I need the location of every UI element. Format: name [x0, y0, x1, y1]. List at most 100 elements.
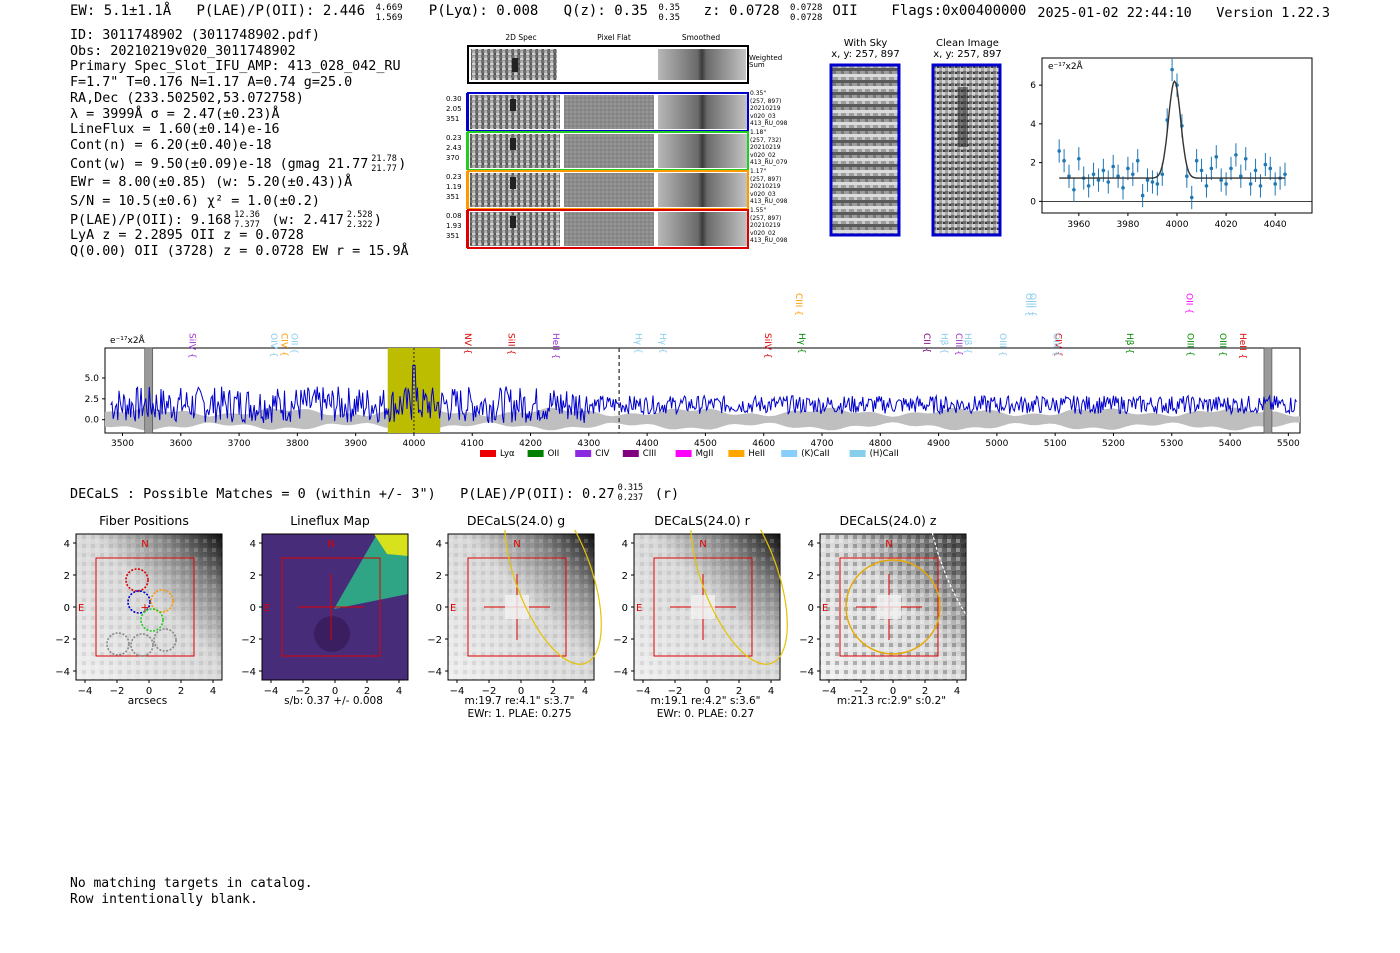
- north-label: N: [141, 539, 148, 550]
- decals-xtick-label: −4: [450, 686, 465, 697]
- decals-xtick-label: 2: [922, 686, 928, 697]
- cutout-panel: 2D Spec Pixel Flat Smoothed: [446, 33, 806, 258]
- spec-legend-label: OII: [548, 449, 560, 459]
- zoom-point: [1253, 168, 1258, 173]
- decals-panel-svg: N E −4 −2 0 2 4 4 2 0 −2 −4: [613, 530, 788, 697]
- spec-line-label: OIII {: [1023, 293, 1033, 317]
- east-label: E: [450, 603, 456, 614]
- spec-line-label: Hγ {: [633, 333, 643, 354]
- zoom-ytick-label: 4: [1030, 120, 1036, 130]
- spec-line-label: OIII {: [1217, 333, 1227, 357]
- spec-line-label: OIII {: [997, 333, 1007, 357]
- spectrum-chart: 0.0 2.5 5.0 3500 3600 3700 3800 3900 4000 4100 420…: [85, 293, 1301, 459]
- zoom-point: [1077, 156, 1081, 161]
- cutout-row-meta: (257, 732): [750, 136, 782, 144]
- decals-xtick-label: −2: [110, 686, 125, 697]
- decals-panel: Lineflux Map N E −4 −2 0 2 4 4 2 0 −2 −4 s/b: 0.37 +/…: [236, 510, 416, 725]
- cutout-row-num: 0.30: [446, 95, 462, 103]
- decals-aperture-box: [281, 557, 381, 657]
- cutout-row-num: 1.93: [446, 222, 462, 230]
- cutout-smoothed: [658, 95, 747, 129]
- north-label: N: [327, 539, 334, 550]
- zoom-point: [1126, 166, 1130, 171]
- cutout-row-meta: (257, 897): [750, 175, 782, 183]
- zoom-point: [1234, 153, 1238, 157]
- zoom-point: [1091, 172, 1096, 177]
- decals-xtick-label: −4: [822, 686, 837, 697]
- plae-w-lo: 2.322: [346, 219, 373, 230]
- spec-xtick-label: 3500: [111, 439, 134, 449]
- info-ewr: EWr = 8.00(±0.85) (w: 5.20(±0.43))Å: [70, 175, 353, 191]
- spec-line-label: CIII {: [953, 333, 963, 356]
- contw-hi: 21.78: [371, 153, 397, 164]
- decals-row: Fiber Positions N E + −4 −2 0 2 4 4 2 0 −2 −4 arcsecs L…: [50, 510, 990, 730]
- decals-xlabel: m:21.3 rc:2.9" s:0.2": [836, 695, 947, 707]
- spec-xtick-label: 4300: [577, 439, 600, 449]
- spec-xtick-label: 4900: [927, 439, 950, 449]
- plae-lo: 1.569: [375, 13, 403, 23]
- plae-hi: 4.669: [375, 3, 403, 13]
- decals-xtick-label: 0: [518, 686, 524, 697]
- decals-xtick-label: −4: [264, 686, 279, 697]
- decals-ytick-label: 2: [436, 571, 442, 582]
- footer-line1: No matching targets in catalog.: [70, 876, 313, 891]
- spec-line-label: CIV {: [279, 333, 289, 357]
- decals-xlabel: m:19.7 re:4.1" s:3.7": [464, 695, 575, 707]
- decals-band: (r): [654, 486, 680, 502]
- cutout-row-meta: v020_03: [750, 112, 776, 120]
- spec-line-label: HeII {: [1237, 333, 1247, 359]
- zoom-point: [1160, 172, 1165, 177]
- decals-ytick-label: −4: [613, 667, 628, 678]
- cutout-row-num: 2.43: [446, 144, 462, 152]
- spec-line-label: Hγ {: [657, 333, 667, 354]
- weighted-sum-row: [467, 45, 749, 84]
- decals-ytick-label: −4: [799, 667, 814, 678]
- clean-title-block: Clean Image x, y: 257, 897: [925, 38, 1010, 60]
- zoom-xtick-label: 3980: [1116, 220, 1139, 230]
- decals-xtick-label: 2: [178, 686, 184, 697]
- fiber-center-mark: +: [140, 601, 149, 614]
- header-line: EW: 5.1±1.1Å P(LAE)/P(OII): 2.446 4.669 …: [70, 3, 1026, 23]
- contw-lo: 21.77: [371, 163, 397, 174]
- spec-ytick-label: 2.5: [85, 395, 99, 405]
- spec-legend-label: HeII: [748, 449, 765, 459]
- cutout-row-marker: [466, 210, 468, 248]
- qz-label: Q(z): 0.35: [563, 3, 648, 19]
- decals-xlabel: m:19.1 re:4.2" s:3.6": [650, 695, 761, 707]
- east-label: E: [636, 603, 642, 614]
- decals-ytick-label: 0: [250, 603, 256, 614]
- spec-line-label: OIII {: [1051, 333, 1061, 357]
- zoom-point: [1204, 184, 1209, 188]
- decals-ytick-label: 4: [436, 539, 442, 550]
- decals-xtick-label: −2: [482, 686, 497, 697]
- lineflux-map-blob: [314, 616, 350, 652]
- zoom-point: [1135, 158, 1140, 163]
- decals-ytick-label: 2: [808, 571, 814, 582]
- decals-panel: DECaLS(24.0) r N E −4 −2 0 2 4 4 2 0 −2 −4 m:19.1 re:…: [608, 510, 788, 725]
- spec-line-label: OII {: [289, 333, 299, 354]
- spec-xtick-label: 5400: [1219, 439, 1242, 449]
- decals-xtick-label: −2: [854, 686, 869, 697]
- decals-xtick-label: 2: [550, 686, 556, 697]
- info-lambda: λ = 3999Å σ = 2.47(±0.23)Å: [70, 106, 280, 122]
- cutout-row-meta: v020_03: [750, 190, 776, 198]
- zoom-point: [1229, 166, 1233, 171]
- sky-title: With Sky: [843, 38, 888, 49]
- decals-plae-hi: 0.315: [617, 483, 644, 493]
- info-plae: P(LAE)/P(OII): 9.168: [70, 212, 232, 228]
- zoom-point: [1189, 195, 1194, 200]
- spec-line-label: OIV {: [268, 333, 278, 357]
- decals-plae: P(LAE)/P(OII): 0.27: [460, 486, 615, 502]
- cutout-2dspec-source: [510, 138, 516, 150]
- spec-xtick-label: 3600: [169, 439, 192, 449]
- decals-panel-title: Fiber Positions: [99, 513, 189, 528]
- cutout-row-marker: [466, 93, 468, 131]
- zoom-point: [1155, 182, 1160, 186]
- decals-ytick-label: 4: [250, 539, 256, 550]
- decals-ytick-label: −4: [55, 667, 70, 678]
- zoom-point: [1219, 178, 1223, 182]
- decals-xtick-label: 4: [768, 686, 774, 697]
- cutout-row-marker: [466, 171, 468, 209]
- plae-end: ): [373, 212, 382, 228]
- sky-title-block: With Sky x, y: 257, 897: [828, 38, 903, 60]
